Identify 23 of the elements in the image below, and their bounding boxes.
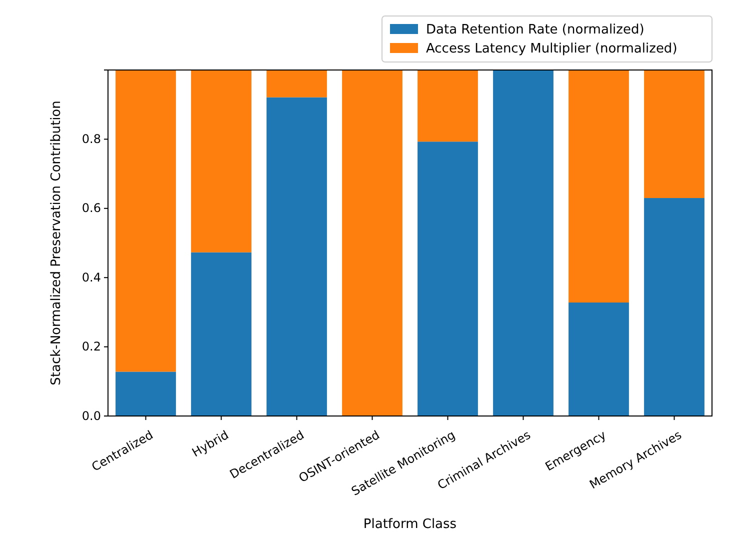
bar (116, 372, 176, 416)
x-axis-title: Platform Class (363, 517, 457, 532)
y-tick-label: 0.4 (82, 270, 101, 284)
bar (493, 70, 554, 416)
legend-label: Access Latency Multiplier (normalized) (426, 42, 678, 57)
y-tick-label: 0.8 (82, 132, 101, 146)
y-tick-label: 0.6 (82, 201, 101, 216)
y-tick-label: 0.2 (82, 340, 101, 354)
bar (191, 252, 252, 416)
legend-label: Data Retention Rate (normalized) (426, 22, 644, 38)
bar (644, 70, 704, 198)
y-axis-title: Stack-Normalized Preservation Contribution (49, 100, 64, 386)
bar (418, 142, 478, 416)
bar (116, 70, 176, 372)
bar (266, 97, 327, 416)
bar (191, 70, 252, 252)
bar (266, 70, 327, 98)
bar (568, 302, 629, 416)
bar (418, 70, 478, 142)
bar (342, 70, 402, 416)
y-tick-label: 0.0 (82, 408, 101, 423)
bar (644, 198, 704, 416)
bar (568, 70, 629, 303)
